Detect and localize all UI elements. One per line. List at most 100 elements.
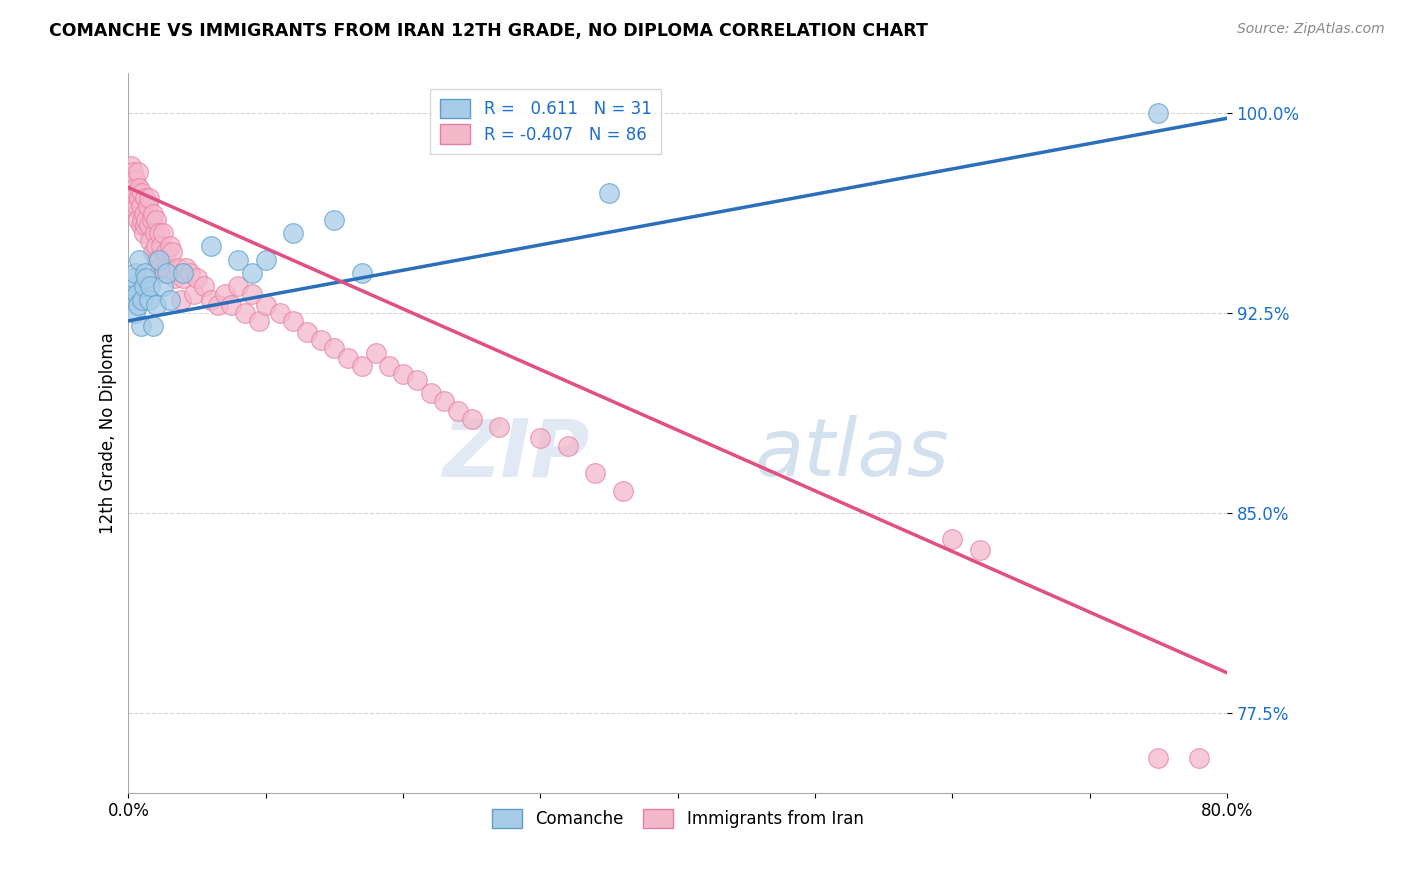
Point: [132, 207, 155, 221]
Point: [121, 279, 143, 293]
Point: [131, 186, 153, 200]
Point: [447, 404, 470, 418]
Point: [148, 226, 170, 240]
Point: [378, 359, 401, 374]
Point: [121, 199, 143, 213]
Point: [122, 191, 145, 205]
Point: [405, 372, 427, 386]
Point: [221, 298, 243, 312]
Point: [150, 239, 173, 253]
Y-axis label: 12th Grade, No Diploma: 12th Grade, No Diploma: [100, 332, 117, 533]
Point: [135, 271, 157, 285]
Point: [283, 226, 305, 240]
Point: [134, 266, 156, 280]
Point: [125, 287, 148, 301]
Text: ZIP: ZIP: [443, 416, 589, 493]
Point: [350, 266, 373, 280]
Point: [162, 244, 184, 259]
Point: [122, 186, 145, 200]
Point: [172, 266, 194, 280]
Point: [193, 279, 215, 293]
Point: [364, 346, 387, 360]
Point: [127, 298, 149, 312]
Point: [127, 212, 149, 227]
Point: [1147, 106, 1170, 120]
Point: [153, 266, 176, 280]
Point: [461, 412, 484, 426]
Point: [146, 252, 169, 267]
Point: [129, 218, 152, 232]
Point: [129, 319, 152, 334]
Point: [156, 266, 179, 280]
Point: [125, 199, 148, 213]
Point: [337, 351, 360, 366]
Point: [131, 212, 153, 227]
Point: [135, 212, 157, 227]
Point: [129, 199, 152, 213]
Point: [323, 212, 346, 227]
Point: [183, 287, 205, 301]
Point: [152, 226, 174, 240]
Point: [226, 252, 249, 267]
Point: [488, 420, 510, 434]
Point: [145, 298, 167, 312]
Point: [142, 319, 165, 334]
Point: [350, 359, 373, 374]
Point: [392, 367, 415, 381]
Point: [132, 279, 155, 293]
Point: [174, 260, 197, 275]
Point: [598, 186, 620, 200]
Point: [179, 266, 201, 280]
Point: [240, 266, 263, 280]
Point: [124, 172, 146, 186]
Point: [226, 279, 249, 293]
Point: [254, 298, 277, 312]
Point: [169, 293, 191, 307]
Point: [145, 212, 167, 227]
Point: [529, 431, 551, 445]
Point: [138, 218, 160, 232]
Point: [128, 252, 150, 267]
Point: [200, 239, 222, 253]
Point: [120, 159, 142, 173]
Point: [1147, 751, 1170, 765]
Point: [139, 279, 162, 293]
Point: [120, 293, 142, 307]
Point: [142, 244, 165, 259]
Point: [583, 466, 606, 480]
Point: [159, 239, 181, 253]
Point: [145, 239, 167, 253]
Point: [156, 260, 179, 275]
Text: atlas: atlas: [755, 416, 949, 493]
Point: [1188, 751, 1211, 765]
Point: [128, 191, 150, 205]
Point: [155, 244, 177, 259]
Point: [240, 287, 263, 301]
Point: [941, 533, 963, 547]
Point: [200, 293, 222, 307]
Point: [122, 271, 145, 285]
Point: [186, 271, 208, 285]
Point: [143, 226, 166, 240]
Point: [132, 226, 155, 240]
Point: [152, 279, 174, 293]
Point: [167, 260, 190, 275]
Point: [124, 306, 146, 320]
Point: [557, 439, 579, 453]
Point: [142, 207, 165, 221]
Point: [295, 325, 318, 339]
Point: [128, 180, 150, 194]
Point: [247, 314, 270, 328]
Point: [233, 306, 256, 320]
Point: [148, 252, 170, 267]
Point: [138, 293, 160, 307]
Point: [121, 164, 143, 178]
Point: [159, 293, 181, 307]
Point: [149, 260, 172, 275]
Point: [269, 306, 291, 320]
Point: [433, 393, 456, 408]
Point: [139, 234, 162, 248]
Point: [124, 180, 146, 194]
Point: [309, 333, 332, 347]
Point: [283, 314, 305, 328]
